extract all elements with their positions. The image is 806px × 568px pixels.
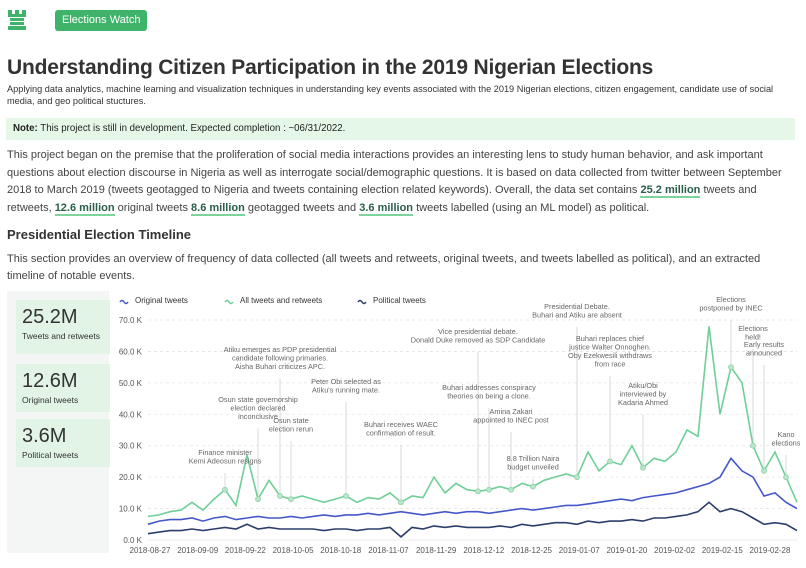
x-tick-label: 2019-01-07 (559, 546, 600, 555)
annotation-label: Early results announced (744, 340, 784, 358)
x-tick-label: 2018-10-18 (320, 546, 361, 555)
y-tick-label: 40.0 K (119, 410, 143, 419)
annotation-label: Amina Zakari appointed to INEC post (473, 407, 548, 425)
annotation-marker (222, 486, 228, 493)
stat-highlight-tweets: 25.2 million (640, 184, 701, 198)
stat-card-political: 3.6M Political tweets (16, 419, 110, 467)
annotation-label: Osun state election rerun (269, 416, 313, 434)
y-tick-label: 10.0 K (119, 505, 143, 514)
annotation-marker (486, 486, 492, 493)
timeline-chart[interactable]: 0.0 K 10.0 K 20.0 K 30.0 K 40.0 K 50.0 K 60.0 … (110, 291, 800, 556)
annotation-marker (607, 458, 613, 465)
annotation-marker (255, 496, 261, 503)
x-tick-label: 2018-12-12 (463, 546, 504, 555)
x-tick-label: 2018-08-27 (130, 546, 171, 555)
annotation-marker (343, 493, 349, 499)
stat-value: 25.2M (22, 306, 78, 328)
x-tick-label: 2019-01-20 (606, 546, 647, 555)
x-tick-label: 2019-02-15 (702, 546, 743, 555)
annotation-label: Presidential Debate. Buhari and Atiku are… (532, 302, 622, 320)
intro-text: original tweets (114, 201, 192, 214)
elections-watch-button[interactable]: Elections Watch (55, 10, 148, 31)
legend-swatch-icon (357, 299, 367, 305)
stat-highlight-geotagged: 8.6 million (191, 201, 245, 216)
y-tick-label: 30.0 K (119, 442, 143, 451)
development-note: Note: This project is still in developme… (6, 118, 795, 140)
annotation-marker (728, 364, 734, 371)
series-line (147, 326, 798, 518)
annotation-label: Kano elections (772, 430, 800, 448)
annotation-marker (761, 467, 767, 474)
annotation-label: Peter Obi selected as Atiku's running mat… (311, 377, 381, 395)
page-title: Understanding Citizen Participation in t… (7, 56, 654, 79)
y-tick-label: 50.0 K (119, 379, 143, 388)
y-tick-label: 60.0 K (119, 347, 143, 356)
annotation-marker (398, 499, 404, 506)
y-tick-label: 20.0 K (119, 473, 143, 482)
annotation-label: Buhari addresses conspiracy theories on b… (442, 383, 536, 401)
page-subtitle: Applying data analytics, machine learnin… (7, 84, 774, 106)
castle-icon[interactable] (8, 10, 26, 30)
stats-panel: 25.2M Tweets and retweets 12.6M Original… (7, 291, 110, 553)
series-line (147, 501, 798, 538)
annotation-marker (783, 474, 789, 481)
legend-label: Original tweets (135, 296, 188, 305)
y-tick-label: 0.0 K (123, 536, 142, 545)
intro-text: geotagged tweets and (244, 201, 360, 214)
x-tick-label: 2018-12-25 (511, 546, 552, 555)
x-tick-label: 2018-11-29 (416, 546, 457, 555)
annotation-label: Finance minister Kemi Adeosun resigns (189, 448, 262, 466)
x-tick-label: 2019-02-02 (654, 546, 695, 555)
annotation-label: Osun state governorship election declared… (218, 395, 298, 421)
annotation-label: Atiku/Obi interviewed by Kadaria Ahmed (618, 381, 668, 407)
intro-text: This project began on the premise that t… (7, 149, 782, 196)
stat-value: 12.6M (22, 370, 78, 392)
stat-label: Tweets and retweets (22, 331, 100, 341)
x-tick-label: 2018-11-07 (368, 546, 409, 555)
intro-text: tweets and retweets, (7, 184, 757, 214)
timeline-description: This section provides an overview of fre… (7, 253, 761, 282)
legend-label: Political tweets (373, 296, 426, 305)
stat-value: 3.6M (22, 425, 67, 447)
x-tick-label: 2018-09-22 (225, 546, 266, 555)
legend-swatch-icon (224, 299, 234, 305)
annotation-marker (475, 488, 481, 495)
stat-label: Original tweets (22, 395, 79, 405)
stat-card-original: 12.6M Original tweets (16, 364, 110, 412)
timeline-heading: Presidential Election Timeline (7, 227, 191, 242)
legend-swatch-icon (119, 299, 129, 305)
annotation-marker (508, 486, 514, 493)
stat-card-tweets: 25.2M Tweets and retweets (16, 300, 110, 354)
annotation-marker (574, 474, 580, 481)
annotation-marker (640, 464, 646, 471)
annotation-label: Elections postponed by INEC (699, 295, 762, 313)
annotation-marker (277, 493, 283, 499)
stat-label: Political tweets (22, 450, 79, 460)
annotation-label: 8.8 Trillion Naira budget unveiled (507, 454, 561, 472)
annotation-label: Vice presidential debate. Donald Duke rem… (411, 327, 546, 345)
x-tick-label: 2019-02-28 (750, 546, 791, 555)
x-tick-label: 2018-10-05 (273, 546, 314, 555)
stat-highlight-original: 12.6 million (54, 201, 115, 216)
note-text: This project is still in development. Ex… (37, 123, 346, 134)
intro-paragraph: This project began on the premise that t… (7, 147, 794, 217)
stat-highlight-political: 3.6 million (359, 201, 414, 216)
annotation-label: Buhari receives WAEC confirmation of resu… (364, 420, 438, 438)
annotation-label: Elections held! (738, 324, 768, 342)
annotation-label: Atiku emerges as PDP presidential candida… (224, 345, 337, 371)
note-label: Note: (13, 123, 38, 134)
intro-text: tweets labelled (using an ML model) as p… (413, 201, 650, 214)
y-tick-label: 70.0 K (119, 316, 143, 325)
series-line (147, 456, 798, 526)
x-tick-label: 2018-09-09 (177, 546, 218, 555)
legend-label: All tweets and retweets (240, 296, 322, 305)
annotation-marker (288, 496, 294, 503)
annotation-marker (750, 442, 756, 449)
annotation-marker (530, 483, 536, 490)
annotation-label: Buhari replaces chief justice Walter Onno… (568, 334, 652, 369)
